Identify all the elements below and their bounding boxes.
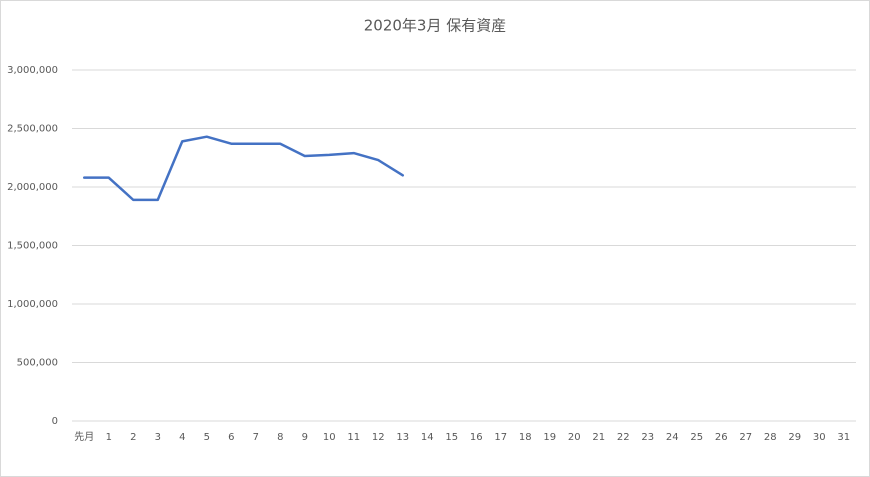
x-tick-label: 5 (204, 432, 210, 443)
x-tick-label: 16 (470, 432, 483, 443)
x-tick-label: 29 (788, 432, 801, 443)
x-tick-label: 25 (690, 432, 703, 443)
x-tick-label: 28 (764, 432, 777, 443)
x-tick-label: 3 (155, 432, 161, 443)
x-tick-label: 6 (228, 432, 234, 443)
y-tick-label: 2,000,000 (7, 182, 58, 193)
x-tick-label: 26 (715, 432, 728, 443)
x-tick-label: 18 (519, 432, 532, 443)
y-tick-label: 500,000 (17, 358, 58, 369)
x-tick-label: 17 (494, 432, 507, 443)
x-tick-label: 21 (592, 432, 605, 443)
data-line (83, 135, 404, 202)
x-tick-label: 14 (421, 432, 434, 443)
x-tick-label: 15 (445, 432, 458, 443)
x-tick-label: 8 (277, 432, 283, 443)
chart-title: 2020年3月 保有資産 (364, 17, 507, 35)
x-tick-label: 20 (568, 432, 581, 443)
x-tick-label: 30 (813, 432, 826, 443)
x-tick-label: 13 (396, 432, 409, 443)
x-tick-label: 24 (666, 432, 679, 443)
x-tick-label: 10 (323, 432, 336, 443)
y-tick-label: 3,000,000 (7, 65, 58, 76)
x-tick-label: 27 (739, 432, 752, 443)
x-tick-label: 19 (543, 432, 556, 443)
x-tick-label: 1 (106, 432, 112, 443)
x-tick-label: 4 (179, 432, 185, 443)
y-tick-label: 2,500,000 (7, 124, 58, 135)
x-tick-label: 12 (372, 432, 385, 443)
y-tick-label: 1,000,000 (7, 299, 58, 310)
x-tick-label: 2 (130, 432, 136, 443)
x-tick-label: 22 (617, 432, 630, 443)
x-tick-label: 31 (837, 432, 850, 443)
x-tick-label: 9 (302, 432, 308, 443)
x-tick-label: 先月 (74, 431, 94, 443)
x-tick-label: 7 (253, 432, 259, 443)
y-tick-label: 1,500,000 (7, 241, 58, 252)
x-tick-label: 11 (347, 432, 360, 443)
y-tick-label: 0 (52, 416, 58, 427)
x-tick-label: 23 (641, 432, 654, 443)
